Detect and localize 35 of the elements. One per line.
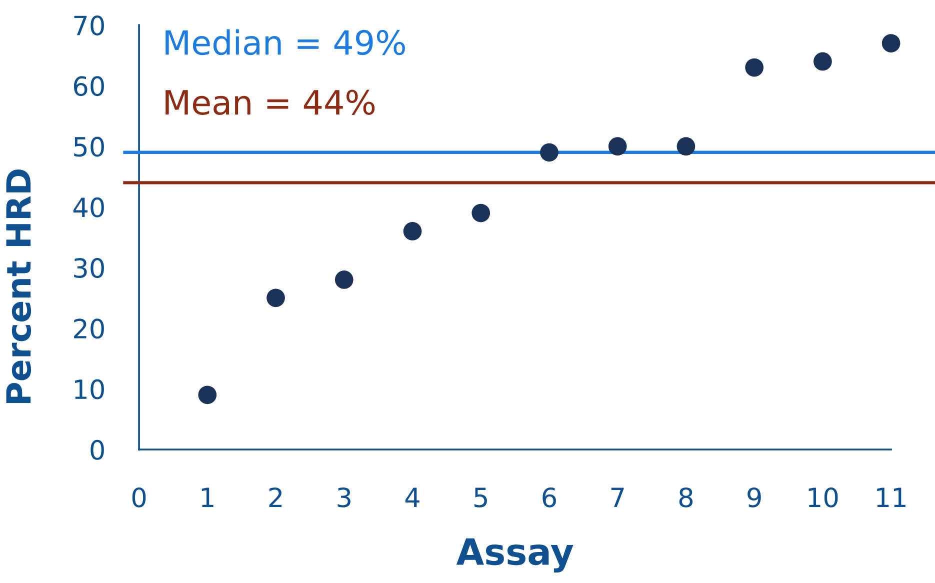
- y-tick-label: 30: [74, 258, 104, 278]
- point: [266, 288, 285, 308]
- y-tick-label: 10: [75, 379, 104, 400]
- x-tick-label: 7: [611, 488, 624, 508]
- x-tick-label: 4: [405, 488, 420, 508]
- x-tick-label: 9: [748, 487, 761, 508]
- point: [676, 137, 696, 156]
- x-tick-label: 5: [474, 488, 487, 508]
- y-tick-label: 70: [74, 16, 104, 36]
- point: [814, 52, 832, 71]
- point: [198, 386, 217, 404]
- y-tick-label: 20: [74, 318, 104, 339]
- point: [882, 34, 900, 52]
- y-tick-label: 40: [73, 197, 104, 218]
- x-tick-label: 6: [542, 487, 556, 508]
- x-tick-label: 8: [679, 487, 693, 508]
- point: [540, 143, 558, 162]
- point: [403, 222, 422, 240]
- y-tick-label: 50: [74, 136, 104, 157]
- x-tick-label: 1: [202, 488, 214, 508]
- point: [745, 58, 764, 77]
- point: [608, 137, 627, 156]
- y-tick-label: 60: [74, 76, 104, 96]
- x-tick-label: 10: [808, 487, 838, 508]
- x-tick-label: 2: [269, 487, 282, 508]
- ref-line-label: Median = 49%: [166, 29, 405, 56]
- point: [334, 270, 354, 289]
- y-axis-title: Percent HRD: [6, 170, 32, 404]
- x-tick-label: 3: [338, 487, 350, 508]
- y-tick-label: 0: [90, 440, 104, 460]
- point: [472, 204, 490, 222]
- x-axis-title: Assay: [456, 538, 574, 572]
- x-tick-label: 0: [132, 487, 146, 508]
- ref-line-label: Mean = 44%: [166, 90, 375, 115]
- x-tick-label: 11: [877, 488, 906, 508]
